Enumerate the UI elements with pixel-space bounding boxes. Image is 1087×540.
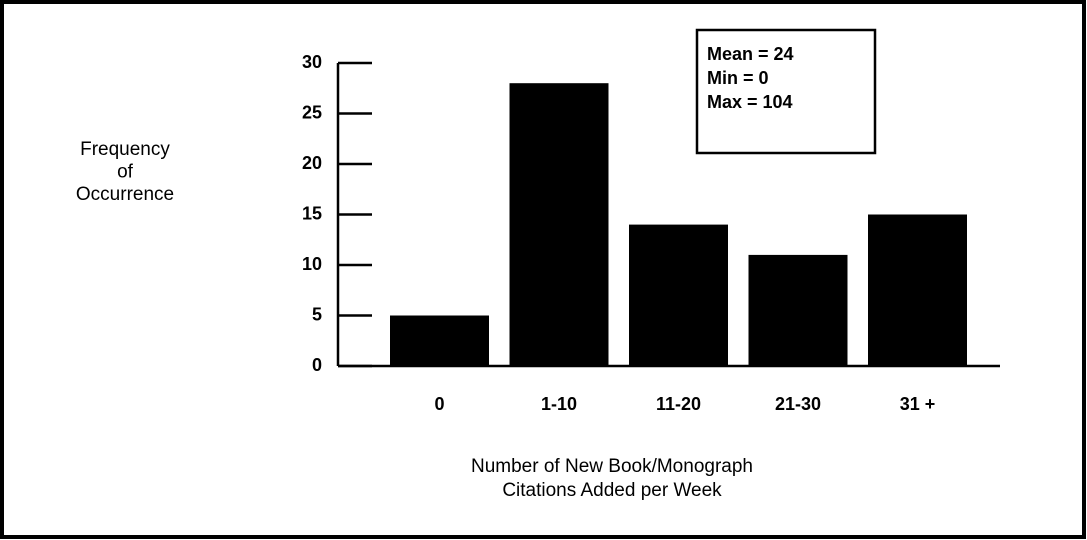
bar bbox=[748, 254, 848, 366]
bar bbox=[390, 315, 489, 366]
x-tick-label: 11-20 bbox=[656, 394, 701, 414]
y-tick-label: 20 bbox=[302, 153, 322, 173]
y-tick-label: 25 bbox=[302, 102, 322, 122]
x-tick-label: 0 bbox=[434, 394, 444, 414]
annotation-box bbox=[695, 28, 877, 155]
bar bbox=[868, 214, 967, 366]
y-tick-label: 30 bbox=[302, 52, 322, 72]
x-tick-label: 1-10 bbox=[541, 394, 577, 414]
y-axis-label: Frequency bbox=[80, 139, 170, 160]
bar bbox=[509, 83, 609, 366]
y-tick-label: 0 bbox=[312, 355, 322, 375]
y-tick-label: 10 bbox=[302, 254, 322, 274]
bar bbox=[629, 224, 728, 366]
y-tick-label: 15 bbox=[302, 203, 322, 223]
annotation: Max = 104 bbox=[707, 92, 793, 112]
x-tick-label: 21-30 bbox=[775, 394, 821, 414]
y-axis-label: Occurrence bbox=[76, 184, 174, 205]
annotation: Min = 0 bbox=[707, 68, 769, 88]
x-axis-label: Number of New Book/Monograph bbox=[471, 456, 753, 477]
y-tick-label: 5 bbox=[312, 304, 322, 324]
x-axis-label: Citations Added per Week bbox=[502, 480, 722, 501]
annotation: Mean = 24 bbox=[707, 44, 794, 64]
y-axis-label: of bbox=[117, 162, 134, 183]
x-tick-label: 31 + bbox=[900, 394, 936, 414]
